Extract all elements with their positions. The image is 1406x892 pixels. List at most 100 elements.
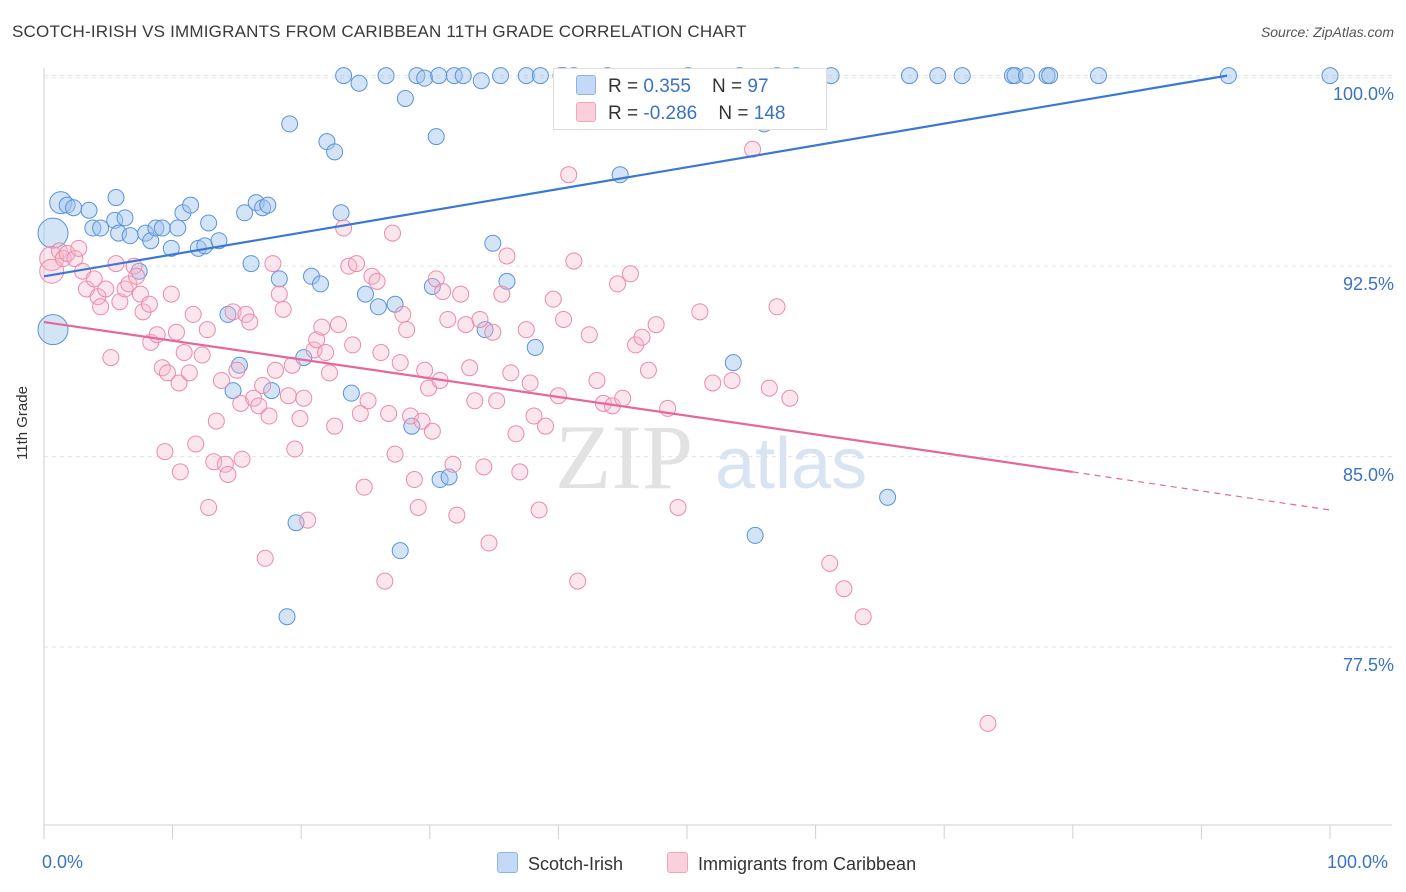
n-value-caribbean: 148 (753, 103, 786, 124)
point-caribbean (329, 316, 347, 334)
point-caribbean (224, 303, 242, 321)
point-scotch-irish (142, 232, 160, 250)
point-caribbean (299, 511, 317, 529)
point-caribbean (444, 455, 462, 473)
trend-line-scotch-irish (43, 74, 1228, 278)
point-scotch-irish (445, 67, 463, 85)
point-caribbean (488, 392, 506, 410)
point-scotch-irish (107, 189, 125, 207)
point-scotch-irish (1006, 67, 1024, 85)
point-scotch-irish (416, 69, 434, 87)
stats-row-scotch-irish: R = 0.355 N = 97 (576, 75, 769, 99)
point-caribbean (647, 316, 665, 334)
point-caribbean (233, 450, 251, 468)
point-scotch-irish (531, 67, 549, 85)
r-value-scotch-irish: 0.355 (643, 76, 691, 97)
point-caribbean (256, 549, 274, 567)
point-caribbean (241, 313, 259, 331)
point-caribbean (317, 344, 335, 362)
point-caribbean (111, 293, 129, 311)
point-caribbean (66, 250, 84, 268)
point-caribbean (170, 374, 188, 392)
point-caribbean (266, 361, 284, 379)
point-scotch-irish (224, 382, 242, 400)
point-scotch-irish (350, 74, 368, 92)
point-caribbean (355, 478, 373, 496)
point-caribbean (384, 224, 402, 242)
point-scotch-irish (106, 211, 124, 229)
point-caribbean (187, 435, 205, 453)
y-tick-label: 92.5% (1342, 274, 1394, 295)
point-caribbean (171, 463, 189, 481)
point-scotch-irish (230, 356, 248, 374)
point-caribbean (270, 285, 288, 303)
point-scotch-irish (182, 196, 200, 214)
source-credit: Source: ZipAtlas.com (1260, 24, 1394, 40)
x-tick-max: 100.0% (1327, 852, 1389, 872)
point-scotch-irish (335, 67, 353, 85)
point-scotch-irish (746, 526, 764, 544)
swatch-caribbean (576, 102, 596, 122)
point-scotch-irish (65, 199, 83, 217)
point-scotch-irish (236, 204, 254, 222)
point-scotch-irish (147, 219, 165, 237)
point-caribbean (391, 354, 409, 372)
point-caribbean (821, 554, 839, 572)
point-scotch-irish (242, 255, 260, 273)
point-scotch-irish (369, 298, 387, 316)
point-scotch-irish (423, 277, 441, 295)
point-scotch-irish (37, 314, 69, 346)
point-scotch-irish (162, 239, 180, 257)
point-caribbean (372, 344, 390, 362)
point-caribbean (493, 285, 511, 303)
point-caribbean (363, 267, 381, 285)
point-caribbean (704, 374, 722, 392)
point-caribbean (237, 305, 255, 323)
point-caribbean (260, 407, 278, 425)
point-caribbean (162, 285, 180, 303)
point-caribbean (291, 410, 309, 428)
point-caribbean (97, 280, 115, 298)
series-scotch-irish-points (37, 67, 1339, 626)
point-caribbean (439, 310, 457, 328)
y-tick-label: 77.5% (1342, 655, 1394, 676)
legend-item-caribbean[interactable]: Immigrants from Caribbean (667, 852, 916, 875)
point-scotch-irish (484, 234, 502, 252)
point-scotch-irish (1321, 67, 1339, 85)
point-caribbean (219, 465, 237, 483)
point-caribbean (198, 321, 216, 339)
point-scotch-irish (332, 204, 350, 222)
point-caribbean (320, 364, 338, 382)
point-scotch-irish (526, 338, 544, 356)
point-caribbean (359, 392, 377, 410)
point-caribbean (614, 389, 632, 407)
point-scotch-irish (517, 67, 535, 85)
point-caribbean (264, 255, 282, 273)
point-caribbean (521, 374, 539, 392)
point-caribbean (153, 359, 171, 377)
point-caribbean (351, 404, 369, 422)
point-caribbean (633, 328, 651, 346)
stats-row-caribbean: R = -0.286 N = 148 (576, 102, 785, 126)
trend-lines (43, 74, 1331, 511)
point-scotch-irish (1041, 67, 1059, 85)
point-scotch-irish (278, 608, 296, 626)
point-caribbean (175, 344, 193, 362)
point-caribbean (744, 140, 762, 158)
point-caribbean (448, 506, 466, 524)
legend-item-scotch-irish[interactable]: Scotch-Irish (497, 852, 623, 875)
point-scotch-irish (879, 488, 897, 506)
point-scotch-irish (342, 384, 360, 402)
y-axis-label: 11th Grade (14, 386, 31, 460)
point-scotch-irish (270, 270, 288, 288)
n-value-scotch-irish: 97 (747, 76, 769, 97)
point-caribbean (200, 498, 218, 516)
point-caribbean (569, 572, 587, 590)
point-caribbean (555, 310, 573, 328)
point-caribbean (434, 283, 452, 301)
point-scotch-irish (492, 67, 510, 85)
point-caribbean (691, 303, 709, 321)
point-caribbean (184, 305, 202, 323)
point-caribbean (530, 501, 548, 519)
